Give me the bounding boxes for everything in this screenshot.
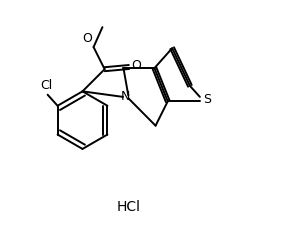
Text: O: O xyxy=(82,32,92,45)
Text: HCl: HCl xyxy=(117,200,141,214)
Text: N: N xyxy=(121,90,130,103)
Text: S: S xyxy=(203,93,211,106)
Text: Cl: Cl xyxy=(40,79,53,92)
Text: O: O xyxy=(131,59,141,72)
